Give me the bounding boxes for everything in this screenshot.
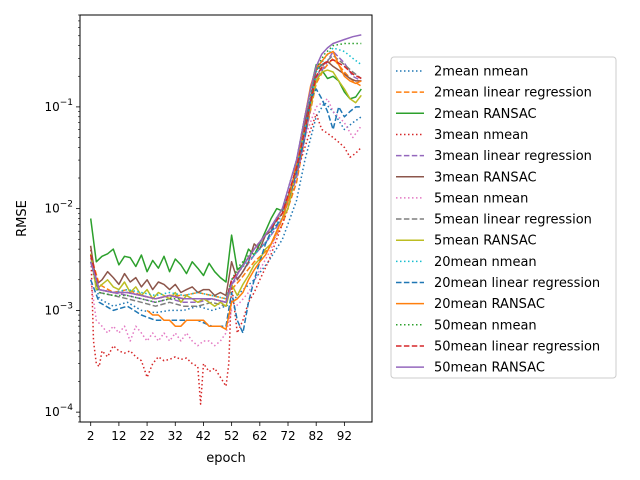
x-tick-label: 72	[280, 429, 295, 443]
x-tick-label: 2	[87, 429, 95, 443]
legend-label: 2mean linear regression	[434, 86, 592, 101]
x-tick-label: 12	[111, 429, 126, 443]
x-tick-label: 52	[224, 429, 239, 443]
y-tick-label: 10−4	[44, 403, 73, 419]
legend-label: 2mean RANSAC	[434, 107, 537, 122]
legend-label: 3mean linear regression	[434, 149, 592, 164]
legend: 2mean nmean 2mean linear regression 2mean …	[390, 56, 617, 379]
series-line-14	[89, 34, 362, 304]
legend-label: 5mean nmean	[434, 191, 528, 206]
legend-label: 20mean RANSAC	[434, 297, 545, 312]
series-line-8	[89, 69, 362, 307]
series-line-12	[89, 42, 362, 304]
x-tick-label: 42	[196, 429, 211, 443]
series-line-10	[89, 88, 362, 334]
series-line-0	[89, 101, 362, 314]
x-axis-label: epoch	[206, 451, 246, 466]
legend-label: 50mean linear regression	[434, 339, 600, 354]
y-tick-label: 10−3	[44, 301, 73, 317]
x-axis: 2 12 22 32 42 52 62 72 82 92	[87, 422, 352, 443]
legend-label: 2mean nmean	[434, 65, 528, 80]
legend-label: 20mean nmean	[434, 255, 537, 270]
series-line-7	[89, 54, 362, 307]
x-tick-label: 62	[252, 429, 267, 443]
legend-label: 3mean nmean	[434, 128, 528, 143]
x-tick-label: 32	[168, 429, 183, 443]
x-tick-label: 22	[139, 429, 154, 443]
legend-box	[390, 56, 617, 379]
y-axis-label: RMSE	[15, 200, 30, 237]
legend-label: 5mean RANSAC	[434, 234, 537, 249]
series-line-3	[89, 113, 362, 405]
legend-label: 50mean RANSAC	[434, 361, 545, 376]
series-line-11	[146, 50, 362, 331]
x-tick-label: 92	[337, 429, 352, 443]
legend-label: 5mean linear regression	[434, 213, 592, 228]
series-lines	[89, 34, 362, 405]
legend-label: 3mean RANSAC	[434, 170, 537, 185]
y-tick-label: 10−2	[44, 200, 73, 216]
y-axis: 10−4 10−3 10−2 10−1	[44, 14, 80, 423]
legend-label: 20mean linear regression	[434, 276, 600, 291]
y-tick-label: 10−1	[44, 98, 73, 114]
x-tick-label: 82	[309, 429, 324, 443]
legend-label: 50mean nmean	[434, 318, 537, 333]
